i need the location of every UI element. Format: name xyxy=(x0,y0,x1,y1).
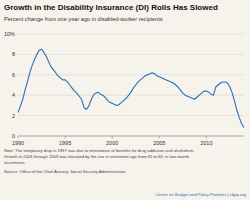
x-tick xyxy=(206,136,207,139)
x-tick-label: 1995 xyxy=(59,140,71,146)
background xyxy=(0,0,250,200)
x-tick-label: 1990 xyxy=(12,140,24,146)
note: Note: The temporary drop in 1997 was due… xyxy=(4,148,194,153)
grid-line xyxy=(18,74,244,75)
y-tick-label: 0 xyxy=(12,133,15,139)
series-line xyxy=(18,49,244,128)
y-tick-label: 8 xyxy=(12,51,15,57)
x-tick-label: 2005 xyxy=(153,140,165,146)
x-tick-label: 2000 xyxy=(106,140,118,146)
grid-line xyxy=(18,34,244,35)
chart: Growth in the Disability Insurance (DI) … xyxy=(0,0,250,200)
credit: Center on Budget and Policy Priorities |… xyxy=(156,192,247,197)
grid xyxy=(18,34,244,136)
y-tick-label: 4 xyxy=(12,92,15,98)
x-axis-line xyxy=(18,136,244,137)
grid-line xyxy=(18,115,244,116)
x-tick-label: 2010 xyxy=(200,140,212,146)
note: increments. xyxy=(4,160,26,165)
y-tick-label: 6 xyxy=(12,72,15,78)
x-tick xyxy=(18,136,19,139)
grid-line xyxy=(18,54,244,55)
grid-line xyxy=(18,95,244,96)
subtitle: Percent change from one year ago in disa… xyxy=(4,16,163,22)
x-tick xyxy=(112,136,113,139)
note: Growth in 2003 through 2009 was elevated… xyxy=(4,154,190,159)
plot-area xyxy=(18,49,244,128)
title: Growth in the Disability Insurance (DI) … xyxy=(4,3,218,12)
grid-line xyxy=(18,136,244,137)
y-tick-label: 10% xyxy=(4,31,15,37)
x-tick xyxy=(159,136,160,139)
x-tick xyxy=(65,136,66,139)
source: Source: Office of the Chief Actuary, Soc… xyxy=(4,169,127,174)
y-tick-label: 2 xyxy=(12,113,15,119)
